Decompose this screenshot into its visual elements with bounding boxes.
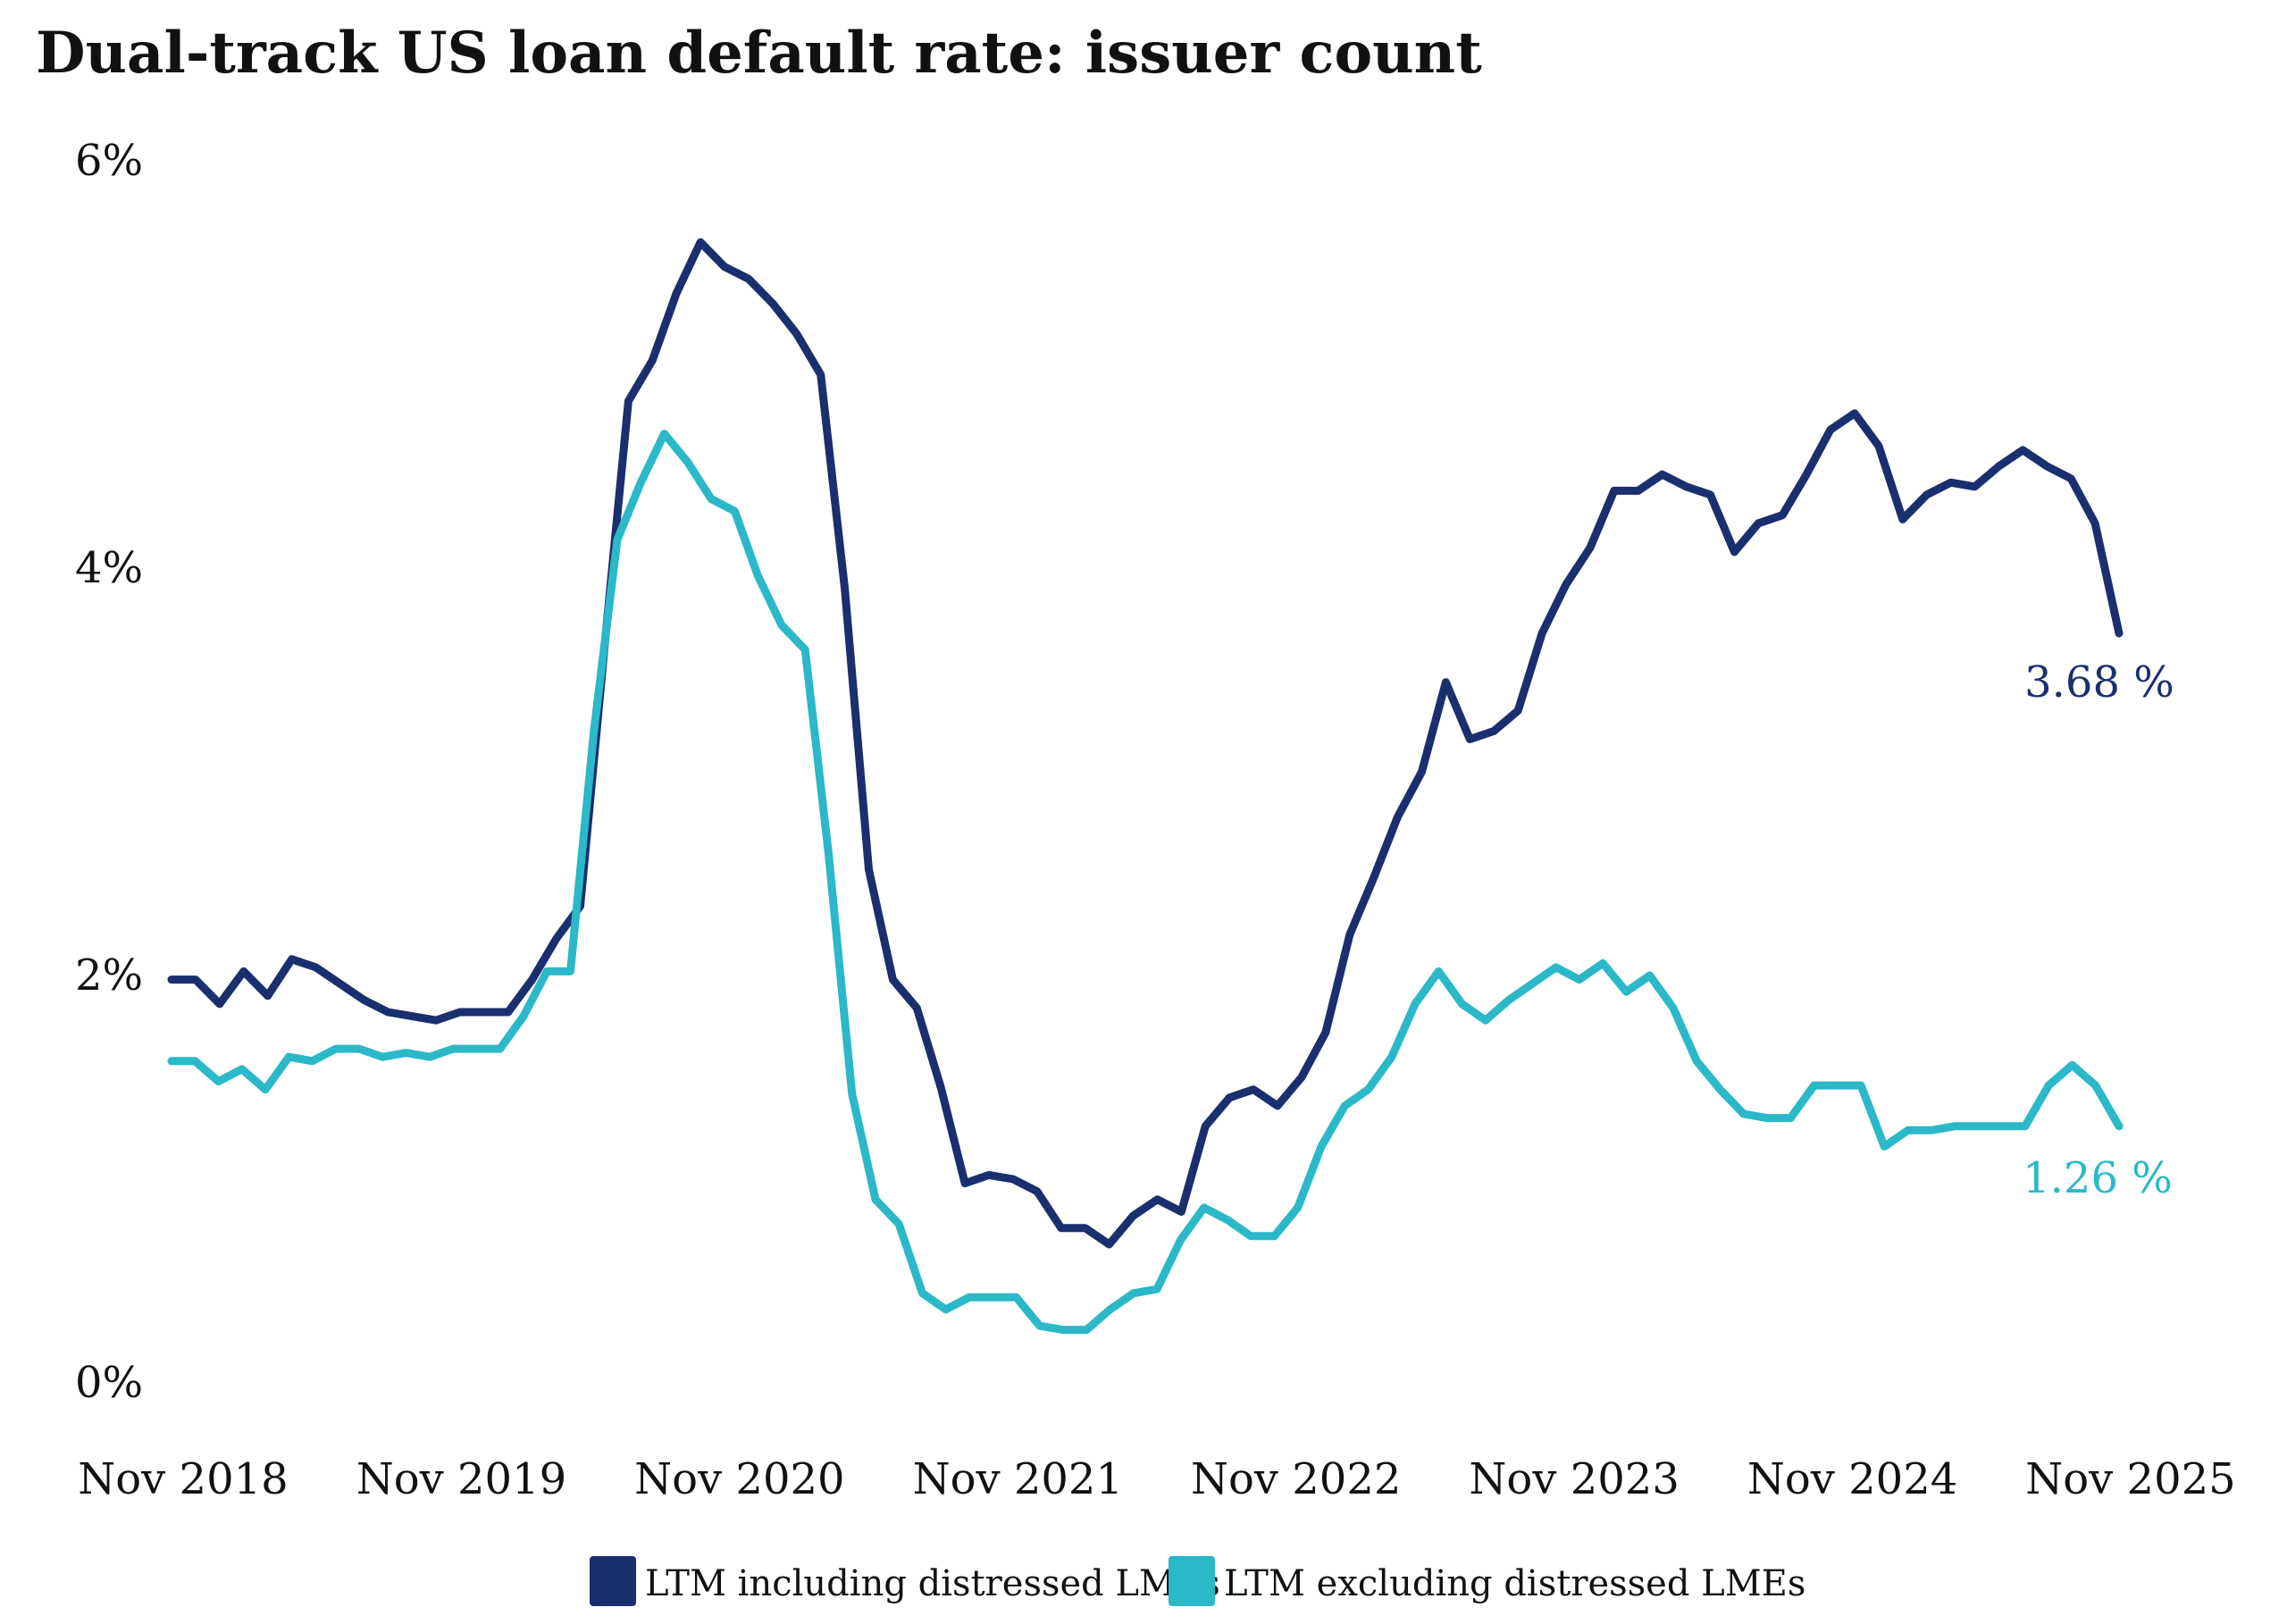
y-tick-label: 0% <box>75 1358 143 1408</box>
x-axis-ticks: Nov 2018 Nov 2019 Nov 2020 Nov 2021 Nov 2022… <box>78 1454 2235 1504</box>
x-tick-label: Nov 2022 <box>1191 1454 1401 1504</box>
series-end-label-0: 3.68 % <box>2024 657 2174 707</box>
chart-title: Dual-track US loan default rate: issuer … <box>36 20 1482 87</box>
x-tick-label: Nov 2020 <box>634 1454 844 1504</box>
x-tick-label: Nov 2025 <box>2025 1454 2235 1504</box>
legend-label-1: LTM excluding distressed LMEs <box>1224 1563 1805 1604</box>
x-tick-label: Nov 2019 <box>356 1454 566 1504</box>
x-tick-label: Nov 2018 <box>78 1454 288 1504</box>
x-tick-label: Nov 2024 <box>1747 1454 1957 1504</box>
y-tick-label: 4% <box>75 543 143 593</box>
legend-label-0: LTM including distressed LMEs <box>645 1563 1220 1604</box>
series-end-label-1: 1.26 % <box>2023 1153 2173 1203</box>
legend: LTM including distressed LMEs LTM excludi… <box>590 1556 1805 1606</box>
y-tick-label: 6% <box>75 136 143 186</box>
series-line-0 <box>167 238 2124 1249</box>
legend-swatch-1 <box>1169 1556 1215 1606</box>
legend-swatch-0 <box>590 1556 636 1606</box>
series-end-labels: 3.68 % 1.26 % <box>2023 657 2174 1203</box>
x-tick-label: Nov 2023 <box>1469 1454 1679 1504</box>
y-tick-label: 2% <box>75 950 143 1000</box>
x-tick-label: Nov 2021 <box>913 1454 1123 1504</box>
y-axis-ticks: 0% 2% 4% 6% <box>75 136 143 1408</box>
series-line-1 <box>167 430 2124 1335</box>
series-lines <box>167 238 2124 1335</box>
